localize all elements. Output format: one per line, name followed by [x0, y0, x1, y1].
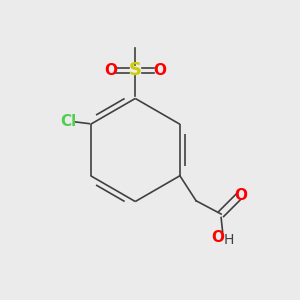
Text: Cl: Cl [60, 114, 77, 129]
Text: H: H [224, 233, 234, 247]
Text: O: O [153, 63, 166, 78]
Text: O: O [211, 230, 224, 245]
Text: O: O [105, 63, 118, 78]
Text: S: S [129, 61, 142, 80]
Text: O: O [235, 188, 248, 203]
